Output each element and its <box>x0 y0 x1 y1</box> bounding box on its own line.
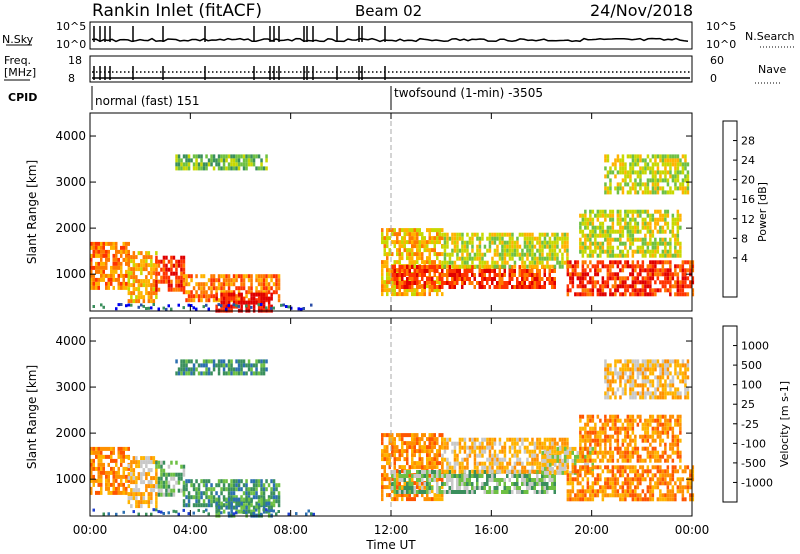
x-tick-label: 20:00 <box>574 523 609 537</box>
velocity-heatmap <box>90 359 695 518</box>
heatmap-region-5 <box>175 154 268 171</box>
freq-unit-label: [MHz] <box>4 66 36 79</box>
colorbar-tick-label: 1000 <box>741 340 769 353</box>
y-tick-label: 2000 <box>55 426 86 440</box>
power-heatmap <box>90 154 695 313</box>
x-tick-label: 12:00 <box>374 523 409 537</box>
x-axis: 00:00 04:00 08:00 12:00 16:00 20:00 00:00 <box>73 113 710 537</box>
cpid-segment-1: normal (fast) 151 <box>95 94 199 108</box>
velocity-ylabel: Slant Range [km] <box>25 365 39 469</box>
heatmap-region-12 <box>604 359 690 400</box>
colorbar-tick-label: 24 <box>741 154 755 167</box>
y-tick-label: 1000 <box>55 472 86 486</box>
x-axis-label: Time UT <box>365 538 416 552</box>
power-panel: 1000 2000 3000 4000 Slant Range [km] 28 24 20… <box>25 112 769 313</box>
colorbar-tick-label: 100 <box>741 379 762 392</box>
freq-tick-top: 18 <box>68 54 82 67</box>
cpid-label: CPID <box>8 91 37 104</box>
heatmap-region-0 <box>90 446 130 495</box>
y-tick-label: 3000 <box>55 175 86 189</box>
velocity-colorbar: 1000 500 100 25 -25 -100 -500 -1000 <box>722 325 773 503</box>
freq-tick-bottom: 8 <box>68 72 75 85</box>
colorbar-tick-label: 20 <box>741 174 755 187</box>
heatmap-region-8 <box>441 232 569 269</box>
heatmap-region-0 <box>90 241 130 290</box>
heatmap-region-1 <box>127 251 158 304</box>
cpid-segment-2: twofsound (1-min) -3505 <box>394 86 543 100</box>
date-title: 24/Nov/2018 <box>590 1 693 20</box>
heatmap-region-1 <box>127 456 158 509</box>
heatmap-region-2 <box>155 255 186 292</box>
colorbar-tick-label: 28 <box>741 135 755 148</box>
x-tick-label: 04:00 <box>173 523 208 537</box>
heatmap-region-11 <box>604 154 690 195</box>
nsky-trace <box>91 37 689 43</box>
colorbar-tick-label: 4 <box>741 252 748 265</box>
nsky-spikes <box>93 26 386 42</box>
near-range-scatter <box>92 303 313 311</box>
colorbar-tick-label: 8 <box>741 232 748 245</box>
power-colorbar: 28 24 20 16 12 8 4 <box>722 120 755 298</box>
nsky-panel: N.Sky 10^5 10^0 10^5 10^0 N.Search <box>2 20 795 51</box>
x-tick-label: 00:00 <box>73 523 108 537</box>
nave-tick-bottom: 0 <box>710 72 717 85</box>
x-tick-label: 16:00 <box>474 523 509 537</box>
nsearch-label: N.Search <box>745 30 795 43</box>
heatmap-region-5 <box>175 359 268 376</box>
y-tick-label: 4000 <box>55 334 86 348</box>
velocity-colorbar-label: Velocity [m s-1] <box>778 381 791 467</box>
power-ylabel: Slant Range [km] <box>25 160 39 264</box>
heatmap-region-7 <box>391 470 556 494</box>
freq-spikes <box>93 66 386 80</box>
colorbar-tick-label: 16 <box>741 193 755 206</box>
colorbar-tick-label: -25 <box>741 418 759 431</box>
colorbar-tick-label: -1000 <box>741 476 773 489</box>
colorbar-tick-label: 500 <box>741 359 762 372</box>
y-tick-label: 1000 <box>55 267 86 281</box>
nsearch-tick-top: 10^5 <box>706 20 736 33</box>
nsky-label: N.Sky <box>2 33 34 46</box>
cpid-panel: CPID normal (fast) 151 twofsound (1-min)… <box>8 86 543 110</box>
colorbar-tick-label: 12 <box>741 213 755 226</box>
x-tick-label: 00:00 <box>675 523 710 537</box>
nsearch-tick-bottom: 10^0 <box>706 38 736 51</box>
nave-tick-top: 60 <box>710 54 724 67</box>
beam-title: Beam 02 <box>355 2 422 20</box>
velocity-y-axis: 1000 2000 3000 4000 <box>55 334 692 486</box>
nave-label: Nave <box>758 63 786 76</box>
power-y-axis: 1000 2000 3000 4000 <box>55 129 692 281</box>
near-range-scatter <box>92 508 315 516</box>
power-colorbar-label: Power [dB] <box>756 182 769 242</box>
freq-panel: Freq. [MHz] 18 8 60 0 Nave <box>4 54 786 85</box>
heatmap-region-11 <box>579 414 682 463</box>
colorbar-tick-label: -500 <box>741 457 766 470</box>
nsky-tick-bottom: 10^0 <box>56 38 86 51</box>
heatmap-region-10 <box>566 465 695 502</box>
heatmap-region-10 <box>579 209 682 258</box>
freq-label: Freq. <box>4 54 31 67</box>
heatmap-region-4 <box>215 292 273 313</box>
y-tick-label: 4000 <box>55 129 86 143</box>
nsky-tick-top: 10^5 <box>56 20 86 33</box>
y-tick-label: 2000 <box>55 221 86 235</box>
velocity-panel: 1000 2000 3000 4000 Slant Range [km] 1000 50… <box>25 113 791 552</box>
heatmap-region-3 <box>182 479 281 508</box>
station-title: Rankin Inlet (fitACF) <box>92 1 262 21</box>
colorbar-tick-label: 25 <box>741 398 755 411</box>
colorbar-tick-label: -100 <box>741 437 766 450</box>
heatmap-region-2 <box>155 460 186 497</box>
x-tick-label: 08:00 <box>273 523 308 537</box>
heatmap-region-4 <box>215 497 273 518</box>
y-tick-label: 3000 <box>55 380 86 394</box>
heatmap-region-9 <box>566 260 695 297</box>
